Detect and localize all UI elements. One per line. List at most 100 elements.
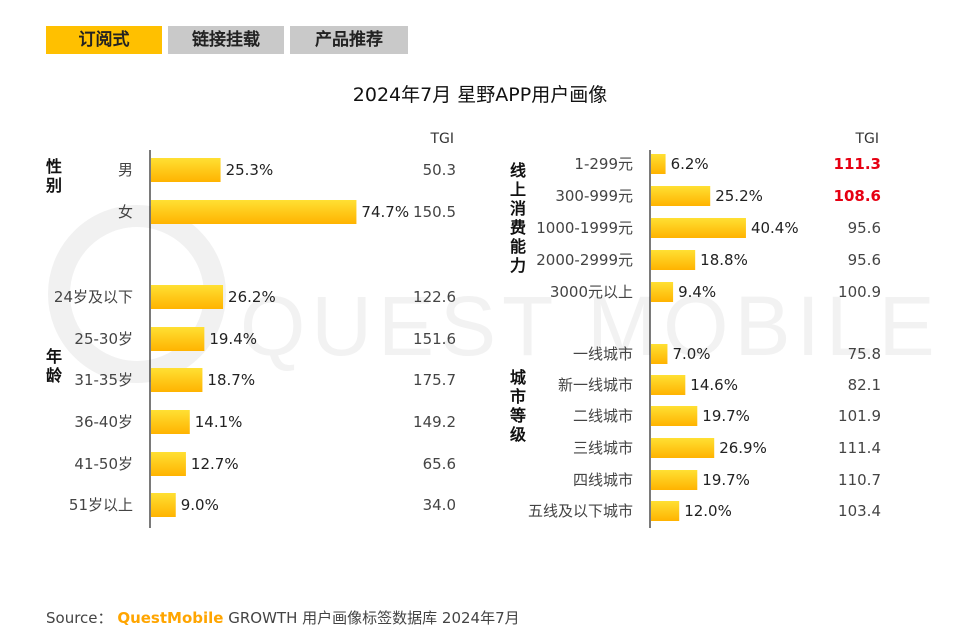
bar <box>151 285 224 309</box>
data-label: 18.7% <box>207 371 255 389</box>
tab-subscription[interactable]: 订阅式 <box>46 26 162 54</box>
group-label-char: 龄 <box>46 366 63 385</box>
tgi-value: 111.3 <box>834 155 881 173</box>
tab-bar: 订阅式 链接挂载 产品推荐 <box>46 26 408 54</box>
group-label-char: 费 <box>510 218 526 237</box>
group-label-char: 级 <box>510 425 527 444</box>
group-label-char: 线 <box>510 161 526 180</box>
source-prefix: Source： <box>46 609 113 627</box>
tgi-header: TGI <box>429 131 454 147</box>
bar <box>651 438 715 458</box>
bar <box>651 282 674 302</box>
source-text: GROWTH 用户画像标签数据库 2024年7月 <box>228 609 520 627</box>
data-label: 19.7% <box>702 471 750 489</box>
bar <box>651 344 668 364</box>
bar <box>651 406 698 426</box>
category-label: 四线城市 <box>573 471 633 489</box>
watermark-text: QUEST MOBILE <box>240 279 941 373</box>
bar <box>651 154 666 174</box>
category-label: 新一线城市 <box>558 376 633 394</box>
bar <box>151 158 221 182</box>
tgi-value: 150.5 <box>413 203 456 221</box>
bar <box>151 368 203 392</box>
category-label: 五线及以下城市 <box>528 502 633 520</box>
data-label: 26.9% <box>719 439 767 457</box>
group-label-char: 能 <box>510 237 526 256</box>
category-label: 3000元以上 <box>550 283 633 301</box>
group-label-char: 城 <box>510 368 526 387</box>
tgi-value: 95.6 <box>848 219 881 237</box>
tgi-value: 82.1 <box>848 376 881 394</box>
bar <box>651 470 698 490</box>
group-label-char: 性 <box>46 157 62 176</box>
category-label: 1-299元 <box>574 155 633 173</box>
group-label-char: 等 <box>509 406 526 425</box>
tgi-value: 111.4 <box>838 439 881 457</box>
group-label-char: 别 <box>45 176 62 195</box>
category-label: 男 <box>118 161 133 179</box>
data-label: 40.4% <box>751 219 799 237</box>
group-label-char: 消 <box>510 199 526 218</box>
tgi-value: 149.2 <box>413 413 456 431</box>
data-label: 14.1% <box>195 413 243 431</box>
data-label: 9.4% <box>678 283 716 301</box>
data-label: 14.6% <box>690 376 738 394</box>
data-label: 74.7% <box>361 203 409 221</box>
category-label: 1000-1999元 <box>536 219 633 237</box>
source-note: Source： QuestMobile GROWTH 用户画像标签数据库 202… <box>46 607 520 628</box>
bar <box>651 186 711 206</box>
category-label: 女 <box>118 203 133 221</box>
category-label: 25-30岁 <box>74 330 133 348</box>
data-label: 9.0% <box>181 496 219 514</box>
tab-product-recommend[interactable]: 产品推荐 <box>290 26 408 54</box>
data-label: 25.2% <box>715 187 763 205</box>
data-label: 19.7% <box>702 407 750 425</box>
data-label: 7.0% <box>672 345 710 363</box>
group-label-char: 力 <box>510 256 526 275</box>
group-label-char: 上 <box>510 180 526 199</box>
data-label: 19.4% <box>209 330 257 348</box>
data-label: 18.8% <box>700 251 748 269</box>
bar <box>151 410 190 434</box>
data-label: 25.3% <box>226 161 274 179</box>
tgi-value: 108.6 <box>834 187 881 205</box>
category-label: 31-35岁 <box>74 371 133 389</box>
data-label: 6.2% <box>671 155 709 173</box>
group-label-char: 市 <box>510 387 526 406</box>
tgi-value: 75.8 <box>848 345 881 363</box>
category-label: 2000-2999元 <box>536 251 633 269</box>
data-label: 12.0% <box>684 502 732 520</box>
bar <box>151 327 205 351</box>
bar <box>651 501 680 521</box>
tgi-value: 34.0 <box>423 496 456 514</box>
category-label: 二线城市 <box>573 407 633 425</box>
tgi-value: 95.6 <box>848 251 881 269</box>
tgi-header: TGI <box>854 131 879 147</box>
data-label: 12.7% <box>191 455 239 473</box>
category-label: 300-999元 <box>555 187 633 205</box>
tgi-value: 50.3 <box>423 161 456 179</box>
bar <box>651 375 686 395</box>
tab-link-mount[interactable]: 链接挂载 <box>168 26 284 54</box>
category-label: 三线城市 <box>573 439 633 457</box>
category-label: 一线城市 <box>573 345 633 363</box>
tgi-value: 103.4 <box>838 502 881 520</box>
data-label: 26.2% <box>228 288 276 306</box>
tgi-value: 100.9 <box>838 283 881 301</box>
group-label-char: 年 <box>46 347 62 366</box>
bar <box>151 200 357 224</box>
bar <box>651 250 696 270</box>
category-label: 24岁及以下 <box>54 288 133 306</box>
bar <box>651 218 746 238</box>
source-brand: QuestMobile <box>117 609 224 627</box>
tgi-value: 122.6 <box>413 288 456 306</box>
category-label: 51岁以上 <box>69 496 133 514</box>
category-label: 41-50岁 <box>74 455 133 473</box>
tgi-value: 175.7 <box>413 371 456 389</box>
tgi-value: 101.9 <box>838 407 881 425</box>
tgi-value: 65.6 <box>423 455 456 473</box>
chart-title: 2024年7月 星野APP用户画像 <box>352 84 608 106</box>
tgi-value: 151.6 <box>413 330 456 348</box>
bar <box>151 493 176 517</box>
